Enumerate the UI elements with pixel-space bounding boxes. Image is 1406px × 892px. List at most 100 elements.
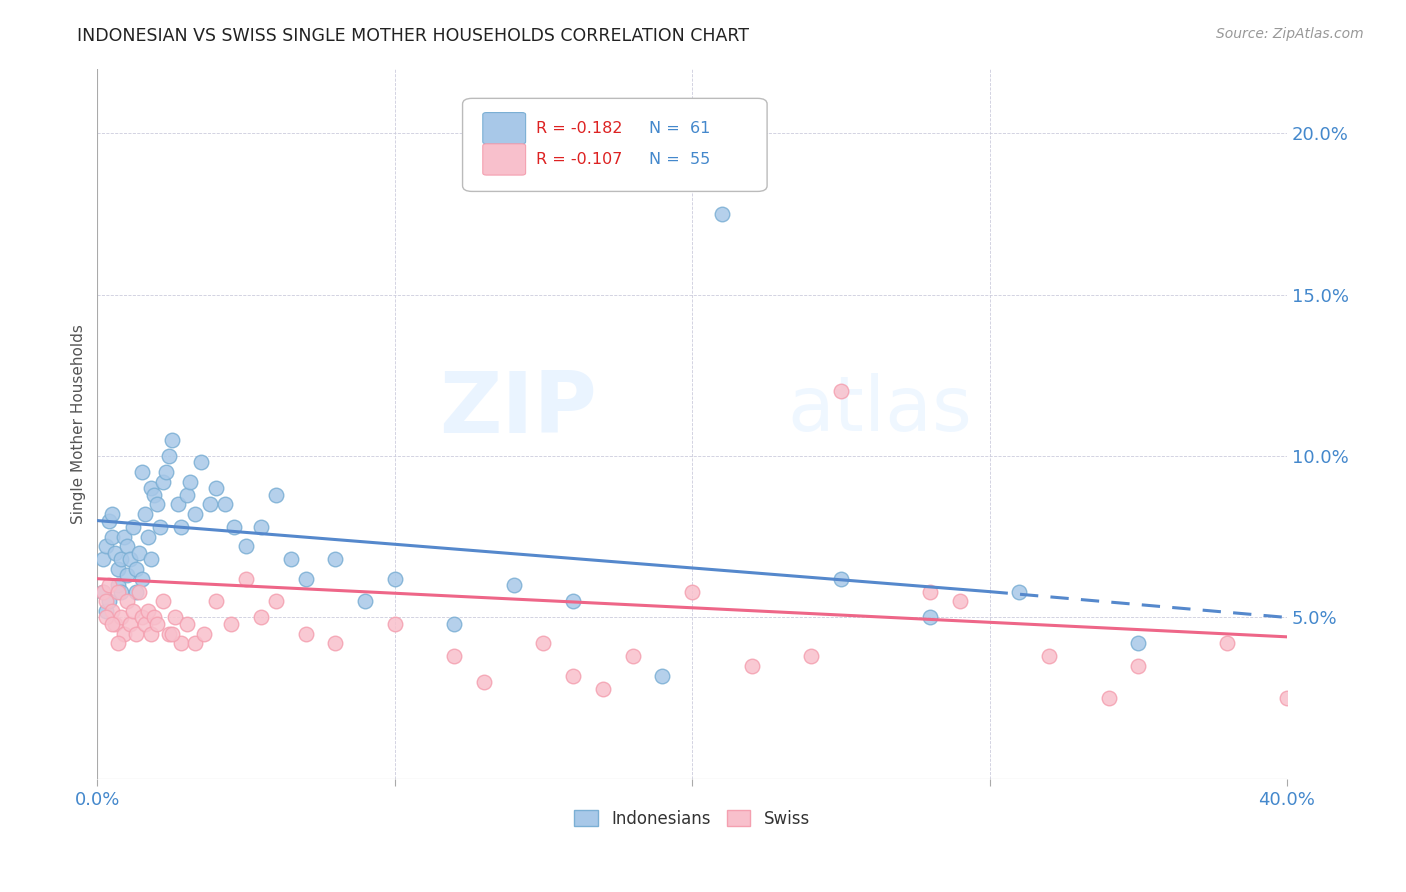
- Point: [205, 481, 228, 495]
- Point: [125, 584, 148, 599]
- Point: [125, 626, 148, 640]
- Point: [112, 530, 135, 544]
- Point: [280, 552, 302, 566]
- Point: [190, 455, 212, 469]
- Point: [949, 594, 972, 608]
- Point: [250, 520, 273, 534]
- Point: [681, 584, 703, 599]
- Point: [1128, 636, 1150, 650]
- Point: [1038, 649, 1060, 664]
- Point: [800, 649, 823, 664]
- Text: atlas: atlas: [787, 373, 972, 447]
- Point: [294, 626, 316, 640]
- Point: [139, 626, 162, 640]
- Point: [131, 572, 153, 586]
- Point: [112, 626, 135, 640]
- Point: [146, 616, 169, 631]
- Point: [1008, 584, 1031, 599]
- Point: [592, 681, 614, 696]
- FancyBboxPatch shape: [482, 112, 526, 144]
- Text: ZIP: ZIP: [439, 368, 598, 451]
- Point: [176, 488, 198, 502]
- Point: [741, 659, 763, 673]
- Text: N =  61: N = 61: [650, 120, 710, 136]
- Text: INDONESIAN VS SWISS SINGLE MOTHER HOUSEHOLDS CORRELATION CHART: INDONESIAN VS SWISS SINGLE MOTHER HOUSEH…: [77, 27, 749, 45]
- Point: [122, 604, 145, 618]
- Point: [91, 584, 114, 599]
- Point: [115, 594, 138, 608]
- Point: [830, 384, 852, 399]
- Point: [160, 433, 183, 447]
- Point: [160, 626, 183, 640]
- Point: [443, 649, 465, 664]
- Point: [179, 475, 201, 489]
- Point: [472, 675, 495, 690]
- Point: [169, 520, 191, 534]
- Point: [104, 616, 127, 631]
- Point: [146, 498, 169, 512]
- Point: [96, 540, 118, 554]
- Point: [235, 572, 257, 586]
- Point: [152, 594, 174, 608]
- Point: [125, 562, 148, 576]
- Point: [98, 514, 121, 528]
- FancyBboxPatch shape: [463, 98, 768, 192]
- Point: [214, 498, 236, 512]
- Point: [323, 552, 346, 566]
- Text: N =  55: N = 55: [650, 152, 710, 167]
- Point: [920, 584, 942, 599]
- Point: [149, 520, 172, 534]
- Point: [110, 552, 132, 566]
- Point: [250, 610, 273, 624]
- Point: [155, 465, 177, 479]
- Point: [110, 584, 132, 599]
- Point: [354, 594, 377, 608]
- Point: [107, 584, 129, 599]
- Point: [562, 668, 585, 682]
- Point: [128, 546, 150, 560]
- Point: [219, 616, 242, 631]
- Point: [157, 626, 180, 640]
- Point: [122, 520, 145, 534]
- Point: [101, 616, 124, 631]
- Point: [264, 594, 287, 608]
- Point: [184, 636, 207, 650]
- Point: [115, 568, 138, 582]
- Point: [264, 488, 287, 502]
- Point: [128, 584, 150, 599]
- Legend: Indonesians, Swiss: Indonesians, Swiss: [568, 803, 817, 835]
- Point: [384, 616, 406, 631]
- Point: [101, 507, 124, 521]
- Point: [294, 572, 316, 586]
- Point: [101, 604, 124, 618]
- Point: [1097, 691, 1119, 706]
- Point: [533, 636, 555, 650]
- FancyBboxPatch shape: [482, 144, 526, 175]
- Point: [101, 530, 124, 544]
- Point: [120, 616, 142, 631]
- Point: [139, 552, 162, 566]
- Point: [110, 610, 132, 624]
- Point: [136, 530, 159, 544]
- Point: [235, 540, 257, 554]
- Point: [1216, 636, 1239, 650]
- Point: [920, 610, 942, 624]
- Point: [830, 572, 852, 586]
- Point: [107, 578, 129, 592]
- Point: [134, 616, 156, 631]
- Point: [384, 572, 406, 586]
- Point: [621, 649, 644, 664]
- Point: [96, 610, 118, 624]
- Point: [91, 552, 114, 566]
- Y-axis label: Single Mother Households: Single Mother Households: [72, 324, 86, 524]
- Point: [166, 498, 188, 512]
- Point: [1128, 659, 1150, 673]
- Point: [142, 610, 165, 624]
- Point: [1275, 691, 1298, 706]
- Point: [131, 610, 153, 624]
- Point: [157, 449, 180, 463]
- Point: [91, 584, 114, 599]
- Point: [184, 507, 207, 521]
- Point: [98, 594, 121, 608]
- Text: R = -0.107: R = -0.107: [536, 152, 623, 167]
